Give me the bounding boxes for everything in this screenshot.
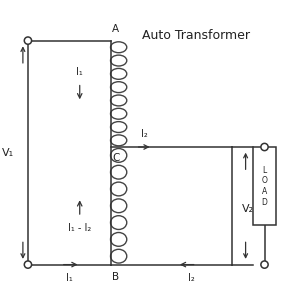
Text: I₁: I₁ — [76, 67, 83, 77]
Circle shape — [24, 261, 32, 268]
Circle shape — [261, 143, 268, 151]
Text: Auto Transformer: Auto Transformer — [142, 29, 250, 41]
Text: B: B — [112, 272, 119, 282]
Text: L
O
A
D: L O A D — [262, 166, 267, 207]
Text: V₁: V₁ — [2, 148, 14, 158]
Text: I₁ - I₂: I₁ - I₂ — [68, 223, 91, 233]
Text: A: A — [112, 24, 119, 34]
Text: V₂: V₂ — [242, 203, 255, 214]
Text: I₂: I₂ — [141, 128, 148, 138]
Bar — [253, 147, 276, 225]
Text: I₂: I₂ — [188, 273, 194, 283]
Circle shape — [261, 261, 268, 268]
Text: C: C — [112, 153, 119, 163]
Text: I₁: I₁ — [66, 273, 73, 283]
Circle shape — [24, 37, 32, 44]
